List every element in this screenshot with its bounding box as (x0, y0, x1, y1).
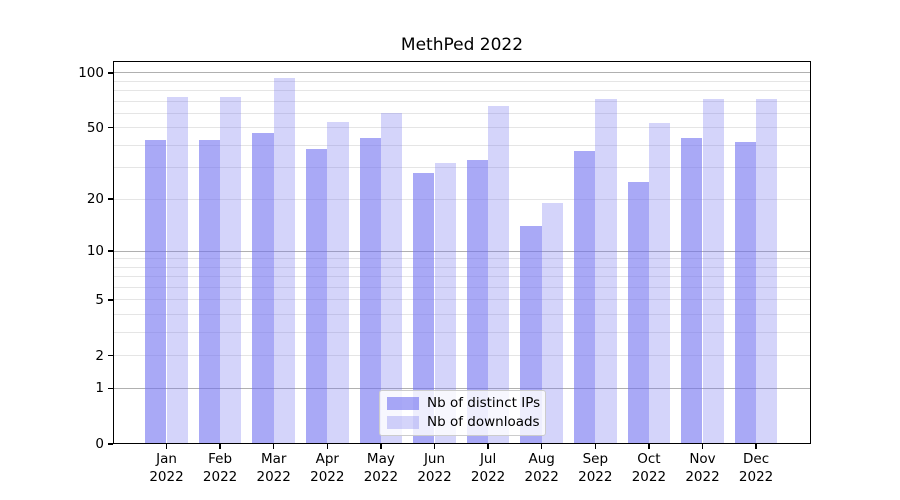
bar-nb-of-distinct-ips-feb-2022 (198, 139, 221, 444)
bar-nb-of-distinct-ips-oct-2022 (627, 181, 649, 444)
x-tick-label-aug-2022: Aug 2022 (524, 451, 559, 485)
bar-nb-of-downloads-dec-2022 (756, 98, 778, 444)
y-tick-label-0: 0 (95, 436, 104, 452)
gridline-minor-4 (113, 314, 811, 316)
x-tick-label-nov-2022: Nov 2022 (685, 451, 720, 485)
x-tick-label-dec-2022: Dec 2022 (738, 451, 774, 485)
y-tick-label-5: 5 (95, 291, 104, 308)
gridline-minor-5 (113, 299, 811, 301)
legend-label-distinct-ips: Nb of distinct IPs (427, 395, 541, 411)
x-tick-mark-mar-2022 (273, 444, 275, 449)
x-tick-mark-apr-2022 (326, 444, 328, 449)
x-tick-mark-dec-2022 (755, 444, 757, 449)
bar-nb-of-downloads-jul-2022 (488, 105, 510, 444)
x-tick-mark-sep-2022 (594, 444, 596, 449)
bar-nb-of-downloads-aug-2022 (541, 203, 564, 444)
plot-area: 0 1 2 5 10 20 50 100 Jan 2022 Feb 2022 Mar 2022 Ap… (78, 61, 811, 485)
gridline-minor-7 (113, 276, 811, 278)
x-tick-mark-jan-2022 (165, 444, 168, 449)
legend-swatch-downloads (387, 416, 419, 429)
legend-swatch-distinct-ips (387, 397, 419, 410)
chart-title: MethPed 2022 (400, 35, 524, 55)
y-tick-mark-10 (107, 250, 113, 252)
gridline-minor-6 (113, 286, 811, 288)
y-tick-mark-50 (107, 127, 113, 129)
x-tick-mark-may-2022 (380, 444, 382, 449)
gridline-minor-30 (113, 167, 811, 169)
bar-nb-of-downloads-mar-2022 (273, 77, 296, 444)
gridline-minor-90 (113, 80, 811, 82)
bar-nb-of-downloads-feb-2022 (220, 96, 242, 444)
y-tick-mark-100 (107, 72, 113, 74)
bar-nb-of-downloads-nov-2022 (702, 98, 724, 444)
gridline-minor-9 (113, 258, 811, 260)
legend-item-distinct-ips: Nb of distinct IPs (387, 395, 541, 411)
gridline-minor-8 (113, 266, 811, 268)
bar-nb-of-downloads-oct-2022 (648, 123, 671, 444)
y-tick-mark-20 (107, 198, 113, 200)
bar-nb-of-distinct-ips-aug-2022 (520, 226, 542, 444)
x-tick-mark-jun-2022 (433, 444, 436, 449)
x-tick-label-oct-2022: Oct 2022 (631, 451, 667, 485)
gridline-major-10 (113, 250, 811, 252)
gridline-minor-3 (113, 332, 811, 333)
y-tick-label-100: 100 (78, 64, 104, 81)
y-tick-mark-1 (107, 387, 113, 389)
gridline-minor-2 (113, 355, 811, 357)
y-tick-label-1: 1 (95, 380, 104, 397)
x-tick-mark-aug-2022 (541, 444, 543, 449)
bar-nb-of-distinct-ips-sep-2022 (573, 151, 596, 444)
gridline-minor-40 (113, 144, 811, 146)
x-tick-mark-nov-2022 (701, 444, 704, 449)
y-tick-label-10: 10 (86, 243, 104, 260)
bar-nb-of-distinct-ips-apr-2022 (305, 149, 328, 444)
x-tick-label-apr-2022: Apr 2022 (310, 451, 345, 485)
gridline-major-1 (113, 387, 811, 389)
x-tick-mark-oct-2022 (648, 444, 650, 449)
bar-nb-of-downloads-apr-2022 (327, 121, 349, 444)
gridline-minor-50 (113, 127, 811, 129)
bar-nb-of-distinct-ips-jul-2022 (466, 160, 489, 444)
gridline-minor-60 (113, 112, 811, 114)
bar-nb-of-distinct-ips-jan-2022 (145, 139, 167, 444)
bar-nb-of-distinct-ips-mar-2022 (252, 132, 274, 444)
gridline-minor-20 (113, 198, 811, 200)
x-tick-label-may-2022: May 2022 (363, 451, 399, 485)
bar-nb-of-downloads-may-2022 (380, 113, 403, 444)
bar-nb-of-downloads-jan-2022 (166, 96, 188, 444)
x-tick-label-jun-2022: Jun 2022 (417, 451, 452, 485)
y-tick-label-2: 2 (95, 347, 104, 364)
x-tick-label-sep-2022: Sep 2022 (578, 451, 613, 485)
legend: Nb of distinct IPs Nb of downloads (379, 390, 546, 436)
bar-nb-of-downloads-sep-2022 (595, 98, 617, 444)
x-tick-mark-feb-2022 (219, 444, 221, 449)
x-tick-label-jul-2022: Jul 2022 (470, 451, 506, 485)
gridline-minor-70 (113, 100, 811, 102)
y-tick-mark-2 (107, 354, 113, 357)
bar-nb-of-downloads-jun-2022 (434, 162, 456, 444)
y-tick-mark-5 (107, 299, 113, 301)
y-tick-label-50: 50 (86, 119, 104, 136)
y-tick-label-20: 20 (86, 191, 104, 208)
bar-nb-of-distinct-ips-nov-2022 (681, 137, 703, 444)
bar-nb-of-distinct-ips-dec-2022 (734, 141, 757, 444)
bar-nb-of-distinct-ips-jun-2022 (413, 173, 435, 444)
gridline-major-100 (113, 72, 811, 74)
legend-label-downloads: Nb of downloads (427, 414, 540, 430)
x-tick-label-feb-2022: Feb 2022 (202, 451, 238, 485)
legend-item-downloads: Nb of downloads (387, 414, 540, 430)
x-tick-mark-jul-2022 (487, 444, 489, 449)
x-tick-label-jan-2022: Jan 2022 (149, 451, 184, 485)
gridline-minor-80 (113, 90, 811, 92)
bar-nb-of-distinct-ips-may-2022 (359, 137, 381, 444)
x-tick-label-mar-2022: Mar 2022 (256, 451, 291, 485)
y-tick-mark-0 (107, 443, 113, 445)
